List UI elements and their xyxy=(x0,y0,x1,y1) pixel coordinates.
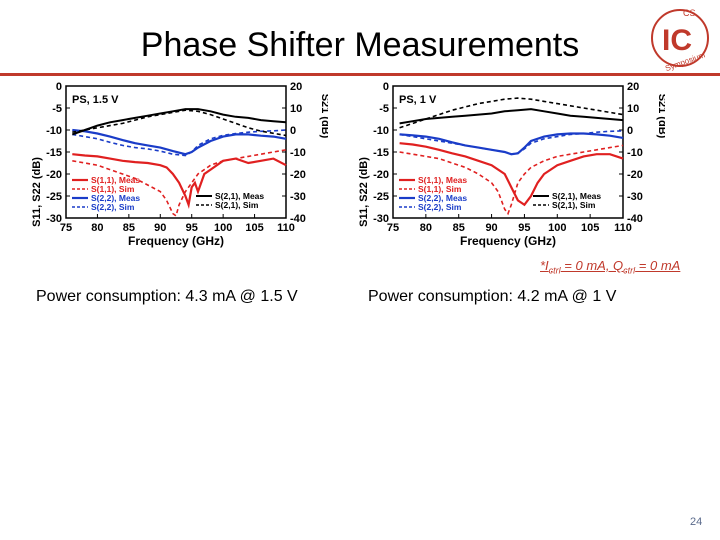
y-left-tick-label: 0 xyxy=(383,81,389,93)
legend-label: S(2,2), Meas xyxy=(91,193,140,203)
x-tick-label: 80 xyxy=(420,222,432,234)
y-right-tick-label: -20 xyxy=(627,169,643,181)
series-line-s-2-1-meas xyxy=(399,108,624,125)
y-right-axis-label: S21 (dB) xyxy=(319,94,328,139)
legend-label: S(1,1), Meas xyxy=(91,175,140,185)
y-left-axis-label: S11, S22 (dB) xyxy=(31,157,43,227)
y-left-tick-label: -5 xyxy=(379,103,389,115)
x-tick-label: 105 xyxy=(245,222,263,234)
x-tick-label: 90 xyxy=(485,222,497,234)
chart-annotation: PS, 1 V xyxy=(399,94,437,106)
bias-note: *Ictrl = 0 mA, Qctrl = 0 mA xyxy=(540,258,680,276)
y-right-tick-label: 20 xyxy=(290,81,302,93)
y-left-tick-label: -5 xyxy=(52,103,62,115)
y-left-tick-label: -25 xyxy=(373,191,389,203)
x-tick-label: 85 xyxy=(123,222,135,234)
series-line-s-2-1-meas xyxy=(71,108,287,136)
y-right-tick-label: -40 xyxy=(627,213,643,225)
y-left-tick-label: -10 xyxy=(46,125,62,137)
y-right-tick-label: -30 xyxy=(290,191,306,203)
y-left-tick-label: -20 xyxy=(373,169,389,181)
legend-label: S(2,1), Meas xyxy=(215,191,264,201)
legend-label: S(2,2), Sim xyxy=(418,202,462,212)
legend-label: S(2,2), Sim xyxy=(91,202,135,212)
bias-note-sub1: ctrl xyxy=(548,265,561,276)
chart-annotation: PS, 1.5 V xyxy=(72,94,119,106)
y-left-tick-label: 0 xyxy=(56,81,62,93)
y-right-tick-label: 20 xyxy=(627,81,639,93)
series-line-s-2-2-meas xyxy=(399,132,624,156)
y-right-axis-label: S21 (dB) xyxy=(656,94,665,139)
y-right-tick-label: -10 xyxy=(290,147,306,159)
power-consumption-left: Power consumption: 4.3 mA @ 1.5 V xyxy=(36,288,298,305)
logo-ic-text: IC xyxy=(662,24,692,57)
x-tick-label: 85 xyxy=(453,222,465,234)
series-line-s-1-1-sim xyxy=(399,144,624,216)
bias-note-prefix: *I xyxy=(540,258,549,273)
y-right-tick-label: 0 xyxy=(627,125,633,137)
y-left-axis-label: S11, S22 (dB) xyxy=(358,157,370,227)
legend-label: S(1,1), Sim xyxy=(91,184,135,194)
bias-note-sub2: ctrl xyxy=(623,265,636,276)
x-tick-label: 75 xyxy=(387,222,399,234)
ic-symposium-logo: CS IC Symposium xyxy=(651,8,709,73)
slide-title: Phase Shifter Measurements xyxy=(140,26,580,64)
y-right-tick-label: -30 xyxy=(627,191,643,203)
series-line-s-1-1-sim xyxy=(72,149,287,218)
x-tick-label: 110 xyxy=(277,222,295,234)
chart-ps-1-5v: 75 80 85 90 95 100 105 1100-5-10-15-20-25-30201… xyxy=(31,81,328,248)
logo-cs-text: CS xyxy=(683,8,696,18)
series-line-s-2-1-sim xyxy=(399,97,624,129)
y-right-tick-label: 10 xyxy=(290,103,302,115)
chart-ps-1v: 75 80 85 90 95 100 105 1100-5-10-15-20-25-30201… xyxy=(358,81,665,248)
x-tick-label: 80 xyxy=(91,222,103,234)
y-left-tick-label: -15 xyxy=(46,147,62,159)
bias-note-mid: = 0 mA, Q xyxy=(560,258,624,273)
x-tick-label: 95 xyxy=(186,222,198,234)
legend-label: S(2,1), Sim xyxy=(215,200,259,210)
y-right-tick-label: -40 xyxy=(290,213,306,225)
x-tick-label: 75 xyxy=(60,222,72,234)
x-tick-label: 110 xyxy=(614,222,632,234)
x-tick-label: 105 xyxy=(581,222,599,234)
legend-label: S(1,1), Meas xyxy=(418,175,467,185)
title-rule xyxy=(0,73,720,76)
series-line-s-2-2-meas xyxy=(72,128,287,156)
x-axis-label: Frequency (GHz) xyxy=(128,234,224,248)
y-left-tick-label: -15 xyxy=(373,147,389,159)
y-left-tick-label: -30 xyxy=(46,213,62,225)
x-axis-label: Frequency (GHz) xyxy=(460,234,556,248)
x-tick-label: 95 xyxy=(518,222,530,234)
x-tick-label: 100 xyxy=(214,222,232,234)
y-right-tick-label: 0 xyxy=(290,125,296,137)
y-left-tick-label: -30 xyxy=(373,213,389,225)
series-line-s-2-2-sim xyxy=(399,130,624,156)
legend-label: S(2,2), Meas xyxy=(418,193,467,203)
series-line-s-1-1-meas xyxy=(72,153,287,210)
series-line-s-2-1-sim xyxy=(72,109,287,137)
power-consumption-right: Power consumption: 4.2 mA @ 1 V xyxy=(368,288,617,305)
legend-label: S(1,1), Sim xyxy=(418,184,462,194)
series-line-s-2-2-sim xyxy=(72,129,287,157)
legend-label: S(2,1), Sim xyxy=(552,200,596,210)
bias-note-suffix: = 0 mA xyxy=(635,258,681,273)
y-left-tick-label: -25 xyxy=(46,191,62,203)
x-tick-label: 100 xyxy=(548,222,566,234)
y-left-tick-label: -10 xyxy=(373,125,389,137)
x-tick-label: 90 xyxy=(154,222,166,234)
page-number: 24 xyxy=(690,516,703,528)
y-right-tick-label: -20 xyxy=(290,169,306,181)
y-right-tick-label: 10 xyxy=(627,103,639,115)
y-left-tick-label: -20 xyxy=(46,169,62,181)
y-right-tick-label: -10 xyxy=(627,147,643,159)
legend-label: S(2,1), Meas xyxy=(552,191,601,201)
series-line-s-1-1-meas xyxy=(399,142,624,207)
